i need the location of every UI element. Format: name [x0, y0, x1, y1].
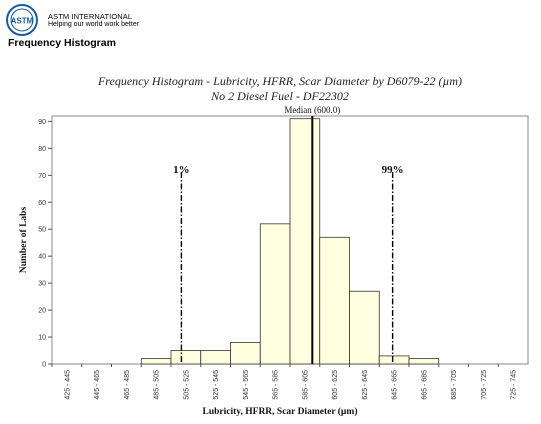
y-tick-label: 20: [38, 308, 46, 315]
brand-tagline: Helping our world work better: [48, 21, 140, 28]
x-tick-label: 525 - 545: [213, 370, 220, 400]
astm-logo-icon: ASTM: [6, 4, 38, 36]
x-tick-label: 585 - 605: [302, 370, 309, 400]
histogram-bar: [230, 342, 261, 365]
percentile-label: 1%: [173, 164, 190, 176]
brand-name: ASTM INTERNATIONAL: [48, 12, 133, 21]
y-tick-label: 10: [38, 335, 46, 342]
y-tick-label: 30: [38, 281, 46, 288]
histogram-bar: [319, 236, 350, 365]
bars: [140, 118, 440, 365]
percentile-label: 99%: [382, 164, 404, 176]
x-axis-title: Lubricity, HFRR, Scar Diameter (µm): [203, 406, 358, 417]
y-tick-label: 0: [42, 362, 46, 369]
x-tick-label: 465 - 485: [124, 370, 131, 400]
y-tick-label: 80: [38, 146, 46, 153]
histogram-bar: [170, 350, 202, 365]
x-tick-label: 605 - 625: [332, 370, 339, 400]
x-axis: 425 - 445 445 - 465 465 - 485 485 - 505 505 …: [51, 364, 518, 400]
x-tick-label: 725 - 745: [511, 370, 518, 400]
x-tick-label: 625 - 645: [362, 370, 369, 400]
x-tick-label: 545 - 565: [243, 370, 250, 400]
histogram-bar: [349, 290, 380, 365]
page-heading: Frequency Histogram: [8, 37, 116, 49]
median-label: Median (600.0): [284, 105, 340, 115]
x-tick-label: 645 - 665: [392, 370, 399, 400]
histogram-bar: [408, 358, 440, 365]
x-tick-label: 565 - 585: [273, 370, 280, 400]
histogram-bar: [140, 358, 172, 365]
histogram-bar: [289, 118, 321, 365]
x-tick-label: 485 - 505: [154, 370, 161, 400]
chart-subtitle: No 2 Diesel Fuel - DF22302: [210, 89, 349, 103]
y-tick-label: 50: [38, 227, 46, 234]
y-axis-title: Number of Labs: [19, 207, 29, 274]
y-tick-label: 60: [38, 200, 46, 207]
reference-lines: 1% 99% Median (600.0): [173, 105, 404, 364]
x-tick-label: 665 - 685: [421, 370, 428, 400]
header: ASTM ASTM INTERNATIONAL Helping our worl…: [6, 4, 306, 40]
y-tick-label: 90: [38, 119, 46, 126]
x-tick-label: 685 - 705: [451, 370, 458, 400]
histogram-bar: [200, 350, 231, 365]
x-tick-label: 445 - 465: [94, 370, 101, 400]
histogram-bar: [378, 355, 410, 365]
y-tick-label: 70: [38, 173, 46, 180]
logo-text: ASTM: [11, 17, 34, 26]
x-tick-label: 705 - 725: [481, 370, 488, 400]
x-tick-label: 505 - 525: [183, 370, 190, 400]
y-axis: 0 10 20 30 40 50 60 70 80 90: [38, 119, 52, 369]
x-tick-label: 425 - 445: [64, 370, 71, 400]
histogram-bar: [259, 223, 291, 365]
chart-title: Frequency Histogram - Lubricity, HFRR, S…: [97, 74, 462, 88]
y-tick-label: 40: [38, 254, 46, 261]
